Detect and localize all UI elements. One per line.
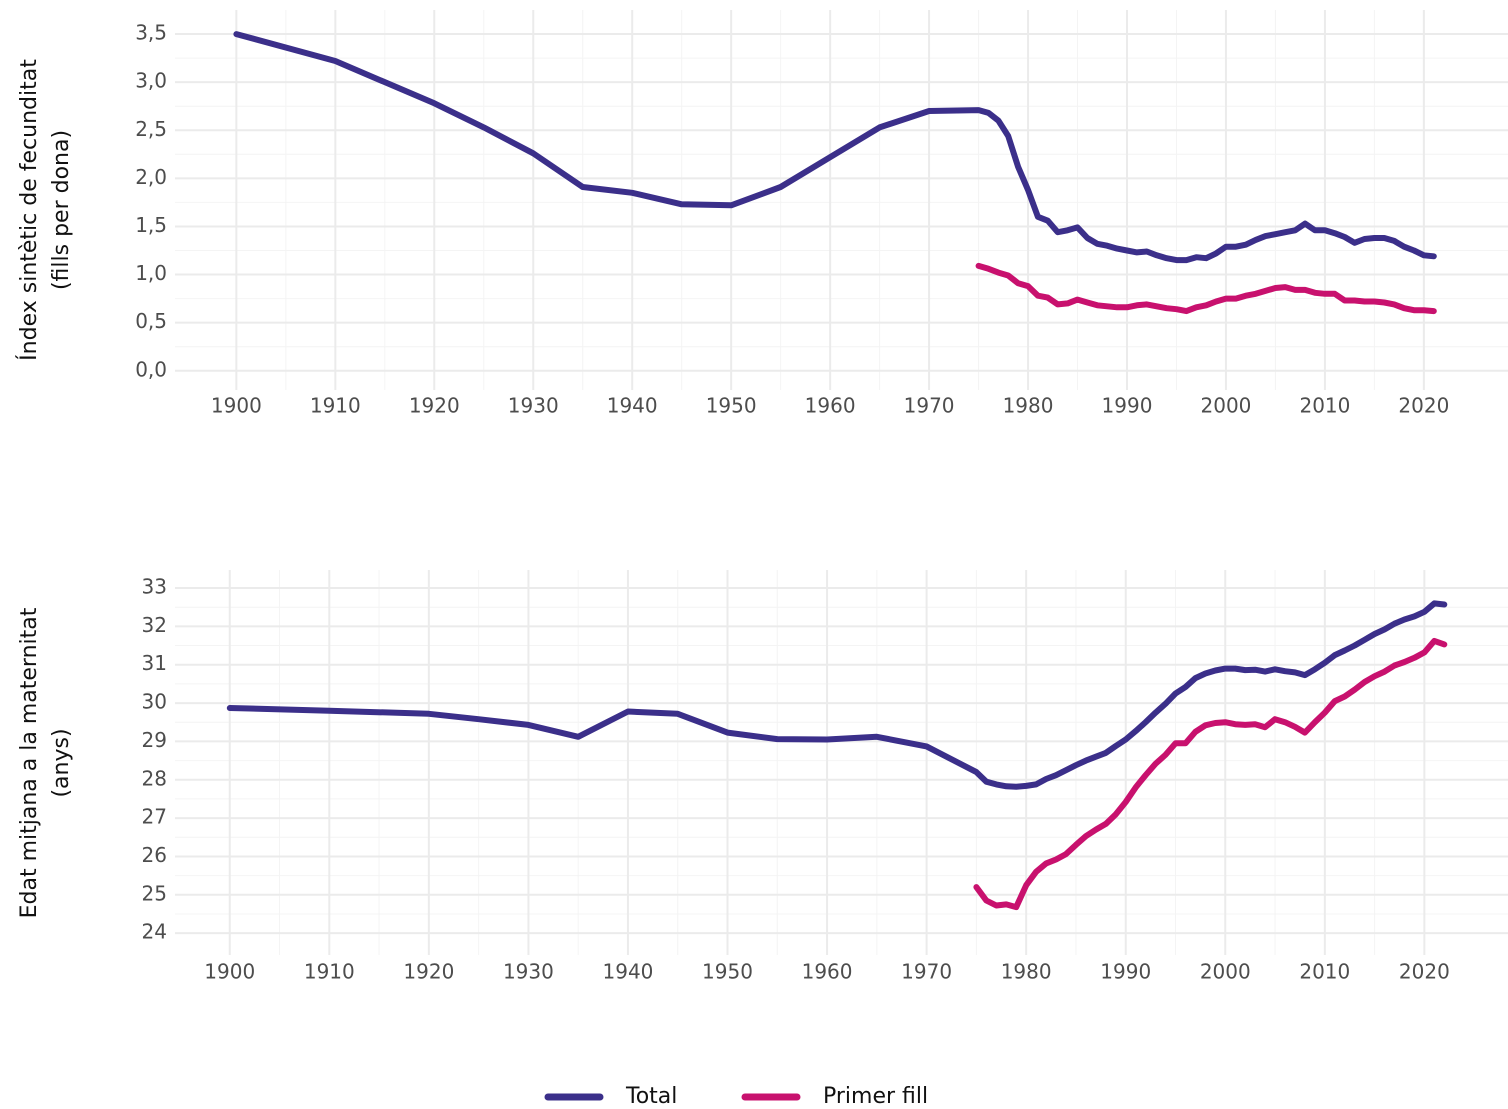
x-tick-label: 1970 [904, 394, 955, 418]
x-tick-label: 1920 [403, 960, 454, 984]
y-tick-label: 0,0 [135, 357, 167, 381]
y-axis-label: Índex sintètic de fecunditat [16, 59, 42, 361]
x-tick-label: 1930 [503, 960, 554, 984]
y-tick-label: 26 [142, 843, 167, 867]
x-tick-label: 1920 [409, 394, 460, 418]
y-axis-label: (anys) [49, 728, 74, 797]
y-axis-label: Edat mitjana a la maternitat [17, 607, 42, 918]
y-tick-label: 1,0 [135, 261, 167, 285]
x-tick-label: 1900 [204, 960, 255, 984]
x-tick-label: 2000 [1201, 394, 1252, 418]
x-tick-label: 1910 [304, 960, 355, 984]
y-tick-label: 29 [142, 728, 167, 752]
y-tick-label: 2,0 [135, 165, 167, 189]
x-tick-label: 2010 [1299, 394, 1350, 418]
x-tick-label: 1900 [211, 394, 262, 418]
x-tick-label: 2020 [1398, 394, 1449, 418]
x-tick-label: 2000 [1200, 960, 1251, 984]
x-tick-label: 1960 [805, 394, 856, 418]
line [973, 637, 1448, 911]
x-tick-label: 1990 [1102, 394, 1153, 418]
y-tick-label: 28 [142, 766, 167, 790]
line [233, 31, 1437, 264]
x-tick-label: 1950 [706, 394, 757, 418]
x-tick-label: 1960 [802, 960, 853, 984]
x-tick-label: 1940 [607, 394, 658, 418]
x-tick-label: 1940 [603, 960, 654, 984]
y-tick-label: 24 [142, 920, 167, 944]
y-tick-label: 27 [142, 805, 167, 829]
x-tick-label: 1980 [1003, 394, 1054, 418]
y-tick-label: 30 [142, 690, 167, 714]
x-tick-label: 1990 [1100, 960, 1151, 984]
legend-label: Primer fill [823, 1084, 928, 1109]
x-tick-label: 1910 [310, 394, 361, 418]
y-tick-label: 25 [142, 881, 167, 905]
x-tick-label: 2010 [1299, 960, 1350, 984]
legend-label: Total [625, 1084, 677, 1109]
y-tick-label: 0,5 [135, 309, 167, 333]
x-tick-label: 2020 [1399, 960, 1450, 984]
y-tick-label: 3,0 [135, 69, 167, 93]
x-tick-label: 1980 [1001, 960, 1052, 984]
y-tick-label: 1,5 [135, 213, 167, 237]
y-tick-label: 31 [142, 651, 167, 675]
x-tick-label: 1970 [901, 960, 952, 984]
y-tick-label: 3,5 [135, 21, 167, 45]
y-tick-label: 2,5 [135, 117, 167, 141]
x-tick-label: 1950 [702, 960, 753, 984]
line [975, 262, 1437, 315]
y-tick-label: 32 [142, 613, 167, 637]
line [226, 600, 1448, 790]
y-axis-label: (fills per dona) [49, 130, 74, 290]
x-tick-label: 1930 [508, 394, 559, 418]
y-tick-label: 33 [142, 575, 167, 599]
